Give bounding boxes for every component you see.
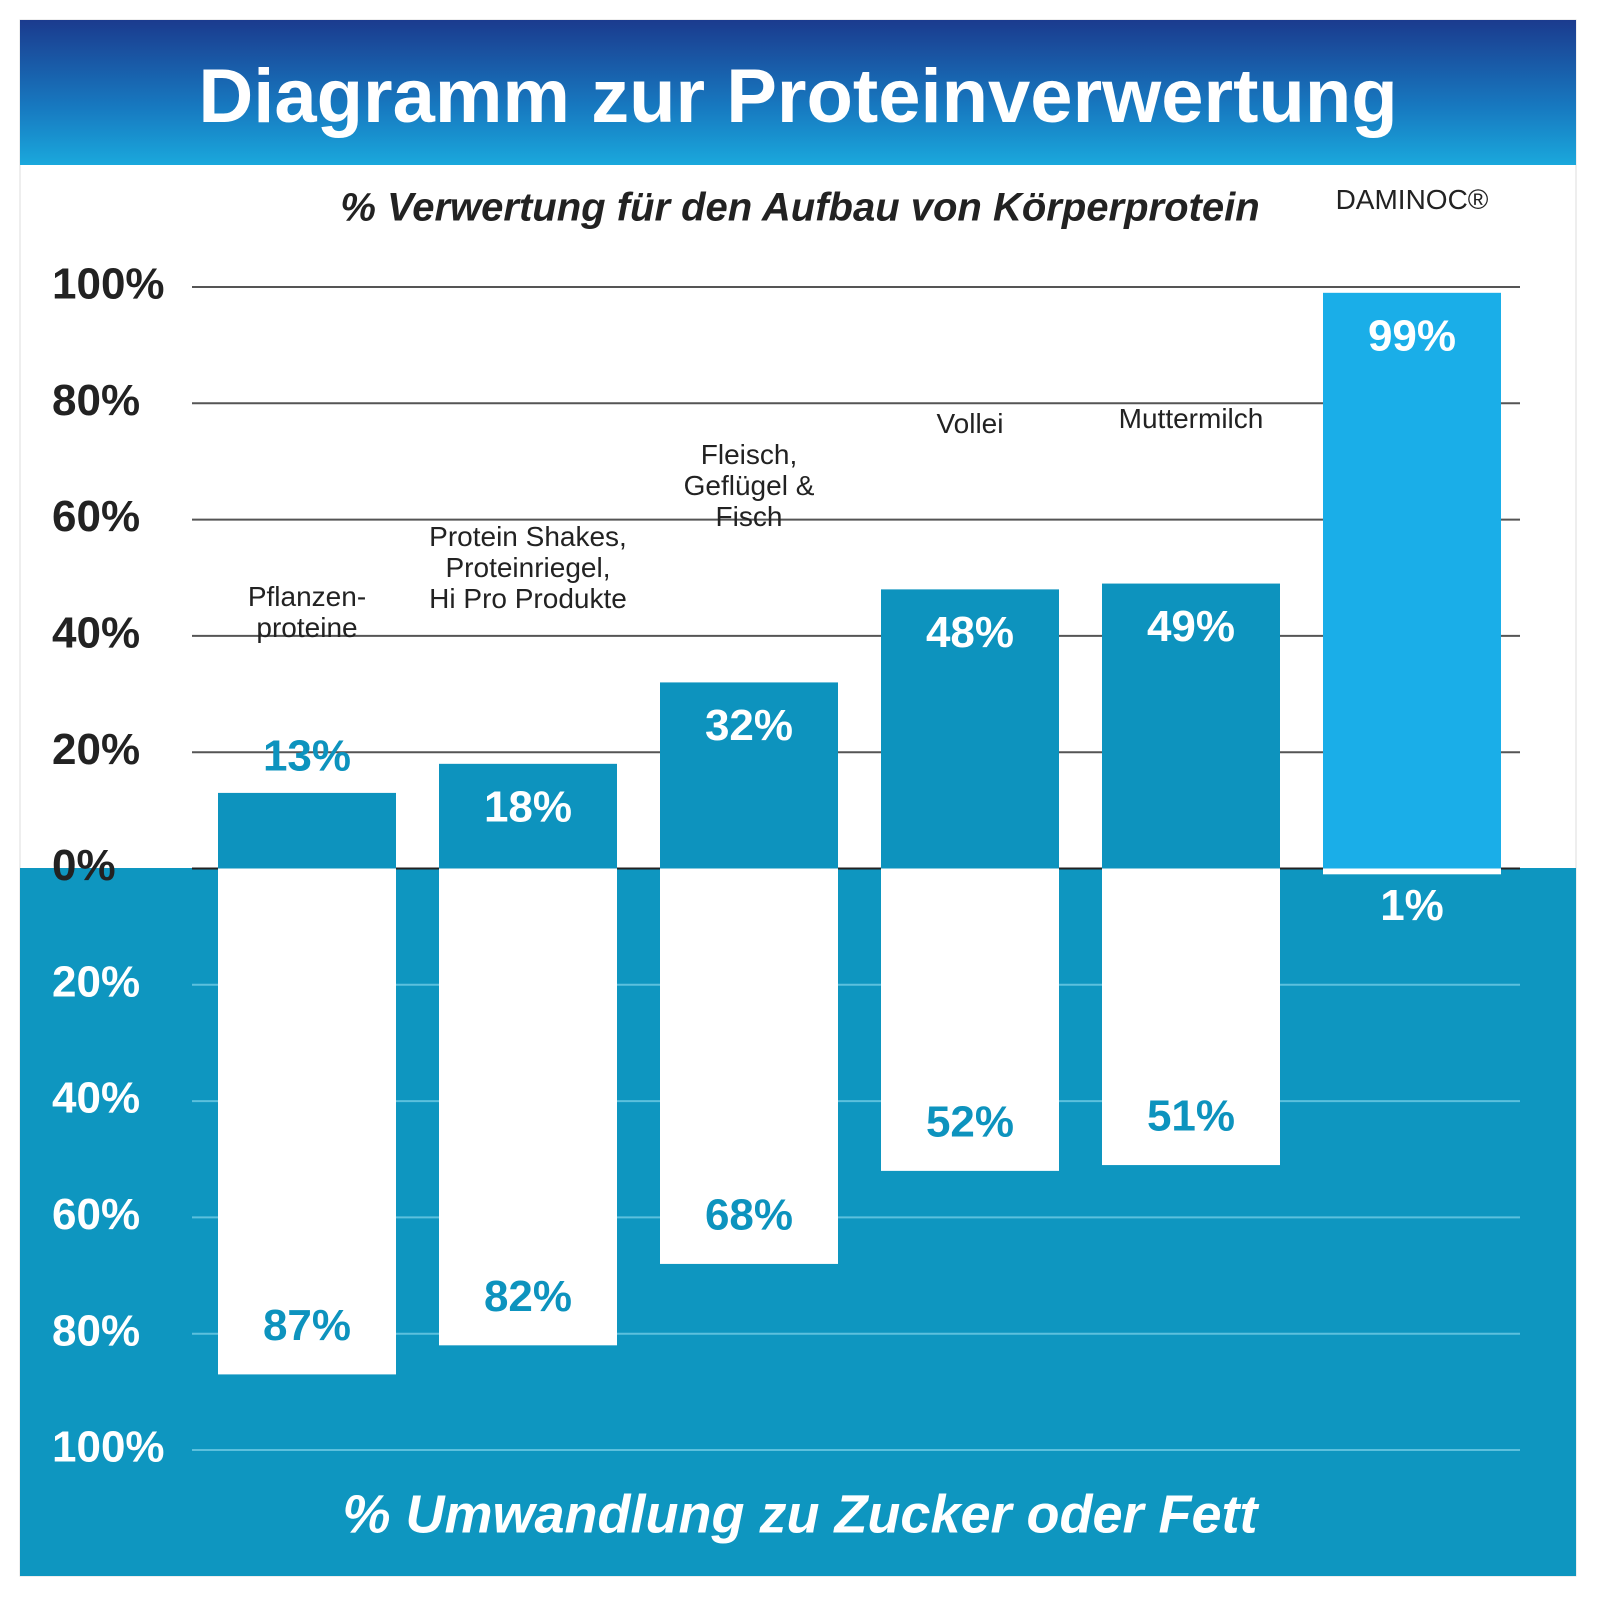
y-tick-label: 40%: [52, 1074, 140, 1123]
value-label: 18%: [484, 782, 572, 831]
bar: [439, 763, 617, 869]
subtitle: % Verwertung für den Aufbau von Körperpr…: [340, 186, 1259, 230]
bar: [1102, 583, 1280, 869]
value-label: 49%: [1147, 602, 1235, 651]
value-label: 99%: [1368, 311, 1456, 360]
bar: [881, 868, 1059, 1171]
bar: [1102, 868, 1280, 1166]
value-label: 48%: [926, 608, 1014, 657]
y-tick-label: 20%: [52, 957, 140, 1006]
bar: [439, 868, 617, 1346]
value-label: 1%: [1380, 881, 1444, 930]
y-tick-label: 60%: [52, 1190, 140, 1239]
category-label: Pflanzen- proteine: [247, 580, 367, 643]
bar: [660, 868, 838, 1264]
bar: [218, 868, 396, 1375]
y-tick-label: 20%: [52, 725, 140, 774]
value-label: 13%: [263, 732, 351, 781]
bar: [660, 682, 838, 869]
category-label: Fleisch, Geflügel & Fisch: [683, 439, 815, 533]
value-label: 32%: [705, 701, 793, 750]
category-label: Vollei: [936, 408, 1004, 440]
value-label: 52%: [926, 1098, 1014, 1147]
bar: [881, 589, 1059, 869]
category-label: DAMINOC®: [1335, 184, 1489, 215]
bottom-label: % Umwandlung zu Zucker oder Fett: [342, 1484, 1259, 1544]
category-label: Protein Shakes, Proteinriegel, Hi Pro Pr…: [429, 520, 627, 614]
y-tick-label: 100%: [52, 260, 165, 309]
category-label: Muttermilch: [1118, 402, 1264, 434]
bar: [218, 792, 396, 869]
y-tick-label: 0%: [52, 841, 116, 890]
y-tick-label: 100%: [52, 1423, 165, 1472]
bar: [1323, 868, 1501, 875]
y-tick-label: 40%: [52, 609, 140, 658]
value-label: 87%: [263, 1301, 351, 1350]
y-tick-label: 80%: [52, 1306, 140, 1355]
value-label: 51%: [1147, 1092, 1235, 1141]
bar: [1323, 292, 1501, 869]
y-tick-label: 60%: [52, 492, 140, 541]
title-banner: [20, 20, 1576, 165]
y-tick-label: 80%: [52, 376, 140, 425]
value-label: 82%: [484, 1272, 572, 1321]
value-label: 68%: [705, 1191, 793, 1240]
chart-title: Diagramm zur Proteinverwertung: [198, 54, 1397, 139]
